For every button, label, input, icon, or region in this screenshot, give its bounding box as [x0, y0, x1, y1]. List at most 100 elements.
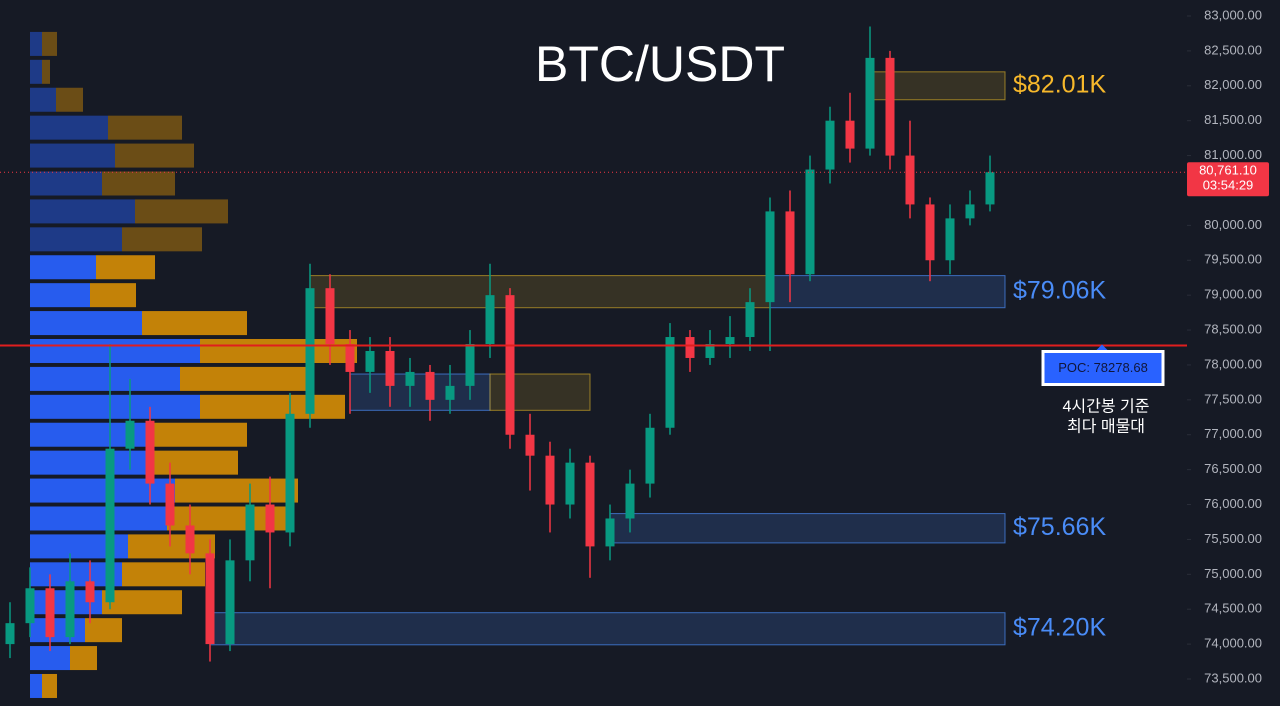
profile-sell: [200, 394, 345, 419]
profile-buy: [30, 311, 142, 336]
candle-body: [525, 434, 535, 456]
profile-buy: [30, 506, 167, 531]
profile-sell: [148, 422, 247, 447]
candle-body: [825, 120, 835, 170]
poc-box: [1041, 349, 1165, 386]
candle-body: [445, 385, 455, 400]
y-tick-label: 83,000.00: [1204, 7, 1262, 22]
candle-body: [5, 623, 15, 645]
candle-body: [325, 288, 335, 345]
profile-sell: [135, 199, 228, 224]
profile-buy: [30, 87, 56, 112]
candle-body: [245, 504, 255, 561]
candle-body: [565, 462, 575, 505]
candle-body: [225, 560, 235, 645]
profile-buy: [30, 31, 42, 56]
candle-body: [385, 350, 395, 386]
y-tick-label: 79,000.00: [1204, 287, 1262, 302]
profile-sell: [56, 87, 83, 112]
candle-body: [865, 57, 875, 149]
candle-body: [745, 302, 755, 338]
zone-label: $75.66K: [1013, 513, 1106, 541]
candles: [5, 26, 995, 662]
profile-sell: [180, 366, 312, 391]
candle-body: [305, 288, 315, 414]
candle-body: [925, 204, 935, 261]
y-tick-label: 74,000.00: [1204, 636, 1262, 651]
profile-sell: [42, 673, 57, 698]
volume-profile: [30, 31, 357, 698]
candle-body: [205, 553, 215, 645]
profile-buy: [30, 283, 90, 308]
profile-sell: [122, 562, 205, 587]
candle-body: [505, 295, 515, 435]
profile-sell: [102, 171, 175, 196]
current-price-timer: 03:54:29: [1203, 178, 1254, 193]
candle-body: [665, 337, 675, 428]
y-tick-label: 81,500.00: [1204, 112, 1262, 127]
profile-sell: [42, 31, 57, 56]
y-tick-label: 75,000.00: [1204, 566, 1262, 581]
candle-body: [185, 525, 195, 554]
candle-body: [685, 337, 695, 358]
candle-body: [845, 120, 855, 149]
profile-buy: [30, 199, 135, 224]
y-tick-label: 74,500.00: [1204, 601, 1262, 616]
candle-body: [465, 344, 475, 386]
profile-buy: [30, 394, 200, 419]
profile-buy: [30, 450, 147, 475]
profile-sell: [142, 311, 247, 336]
profile-sell: [102, 590, 182, 615]
profile-buy: [30, 115, 108, 140]
zone-label: $74.20K: [1013, 613, 1106, 641]
profile-buy: [30, 338, 200, 363]
current-price-box: [1187, 162, 1269, 197]
y-tick-label: 82,500.00: [1204, 42, 1262, 57]
candle-body: [805, 169, 815, 275]
zone: [309, 275, 771, 309]
candle-body: [285, 413, 295, 533]
profile-sell: [70, 646, 97, 671]
profile-sell: [90, 283, 136, 308]
candle-body: [965, 204, 975, 219]
profile-buy: [30, 618, 85, 643]
y-tick-label: 77,000.00: [1204, 426, 1262, 441]
chart-title: BTC/USDT: [535, 36, 785, 92]
profile-buy: [30, 673, 42, 698]
y-tick-label: 76,500.00: [1204, 461, 1262, 476]
zone: [609, 513, 1006, 544]
candle-body: [125, 420, 135, 449]
zone-label: $79.06K: [1013, 276, 1106, 304]
current-price-label: 80,761.10: [1199, 163, 1257, 178]
profile-buy: [30, 59, 42, 84]
candle-body: [105, 448, 115, 603]
y-tick-label: 75,500.00: [1204, 531, 1262, 546]
candle-body: [405, 371, 415, 386]
profile-sell: [147, 450, 238, 475]
poc-pointer: [1095, 344, 1109, 352]
candle-body: [705, 344, 715, 358]
candle-body: [85, 581, 95, 603]
y-tick-label: 73,500.00: [1204, 670, 1262, 685]
zone: [489, 373, 591, 411]
poc-note: 최다 매물대: [1067, 418, 1145, 436]
poc-label: POC: 78278.68: [1058, 360, 1148, 375]
profile-sell: [96, 255, 155, 280]
overlay: 83,000.00 82,500.00 82,000.00 81,500.00 81,0…: [0, 7, 1269, 685]
candle-body: [145, 420, 155, 484]
profile-buy: [30, 143, 115, 168]
candle-body: [545, 455, 555, 505]
profile-sell: [175, 478, 298, 503]
zone: [769, 275, 1006, 309]
candle-body: [485, 295, 495, 345]
zone-label: $82.01K: [1013, 70, 1106, 98]
y-tick-label: 78,000.00: [1204, 356, 1262, 371]
candle-body: [345, 344, 355, 372]
profile-buy: [30, 255, 96, 280]
candle-body: [905, 155, 915, 205]
candle-body: [985, 172, 995, 205]
candle-body: [885, 57, 895, 156]
profile-buy: [30, 366, 180, 391]
candle-body: [45, 588, 55, 638]
profile-sell: [108, 115, 182, 140]
